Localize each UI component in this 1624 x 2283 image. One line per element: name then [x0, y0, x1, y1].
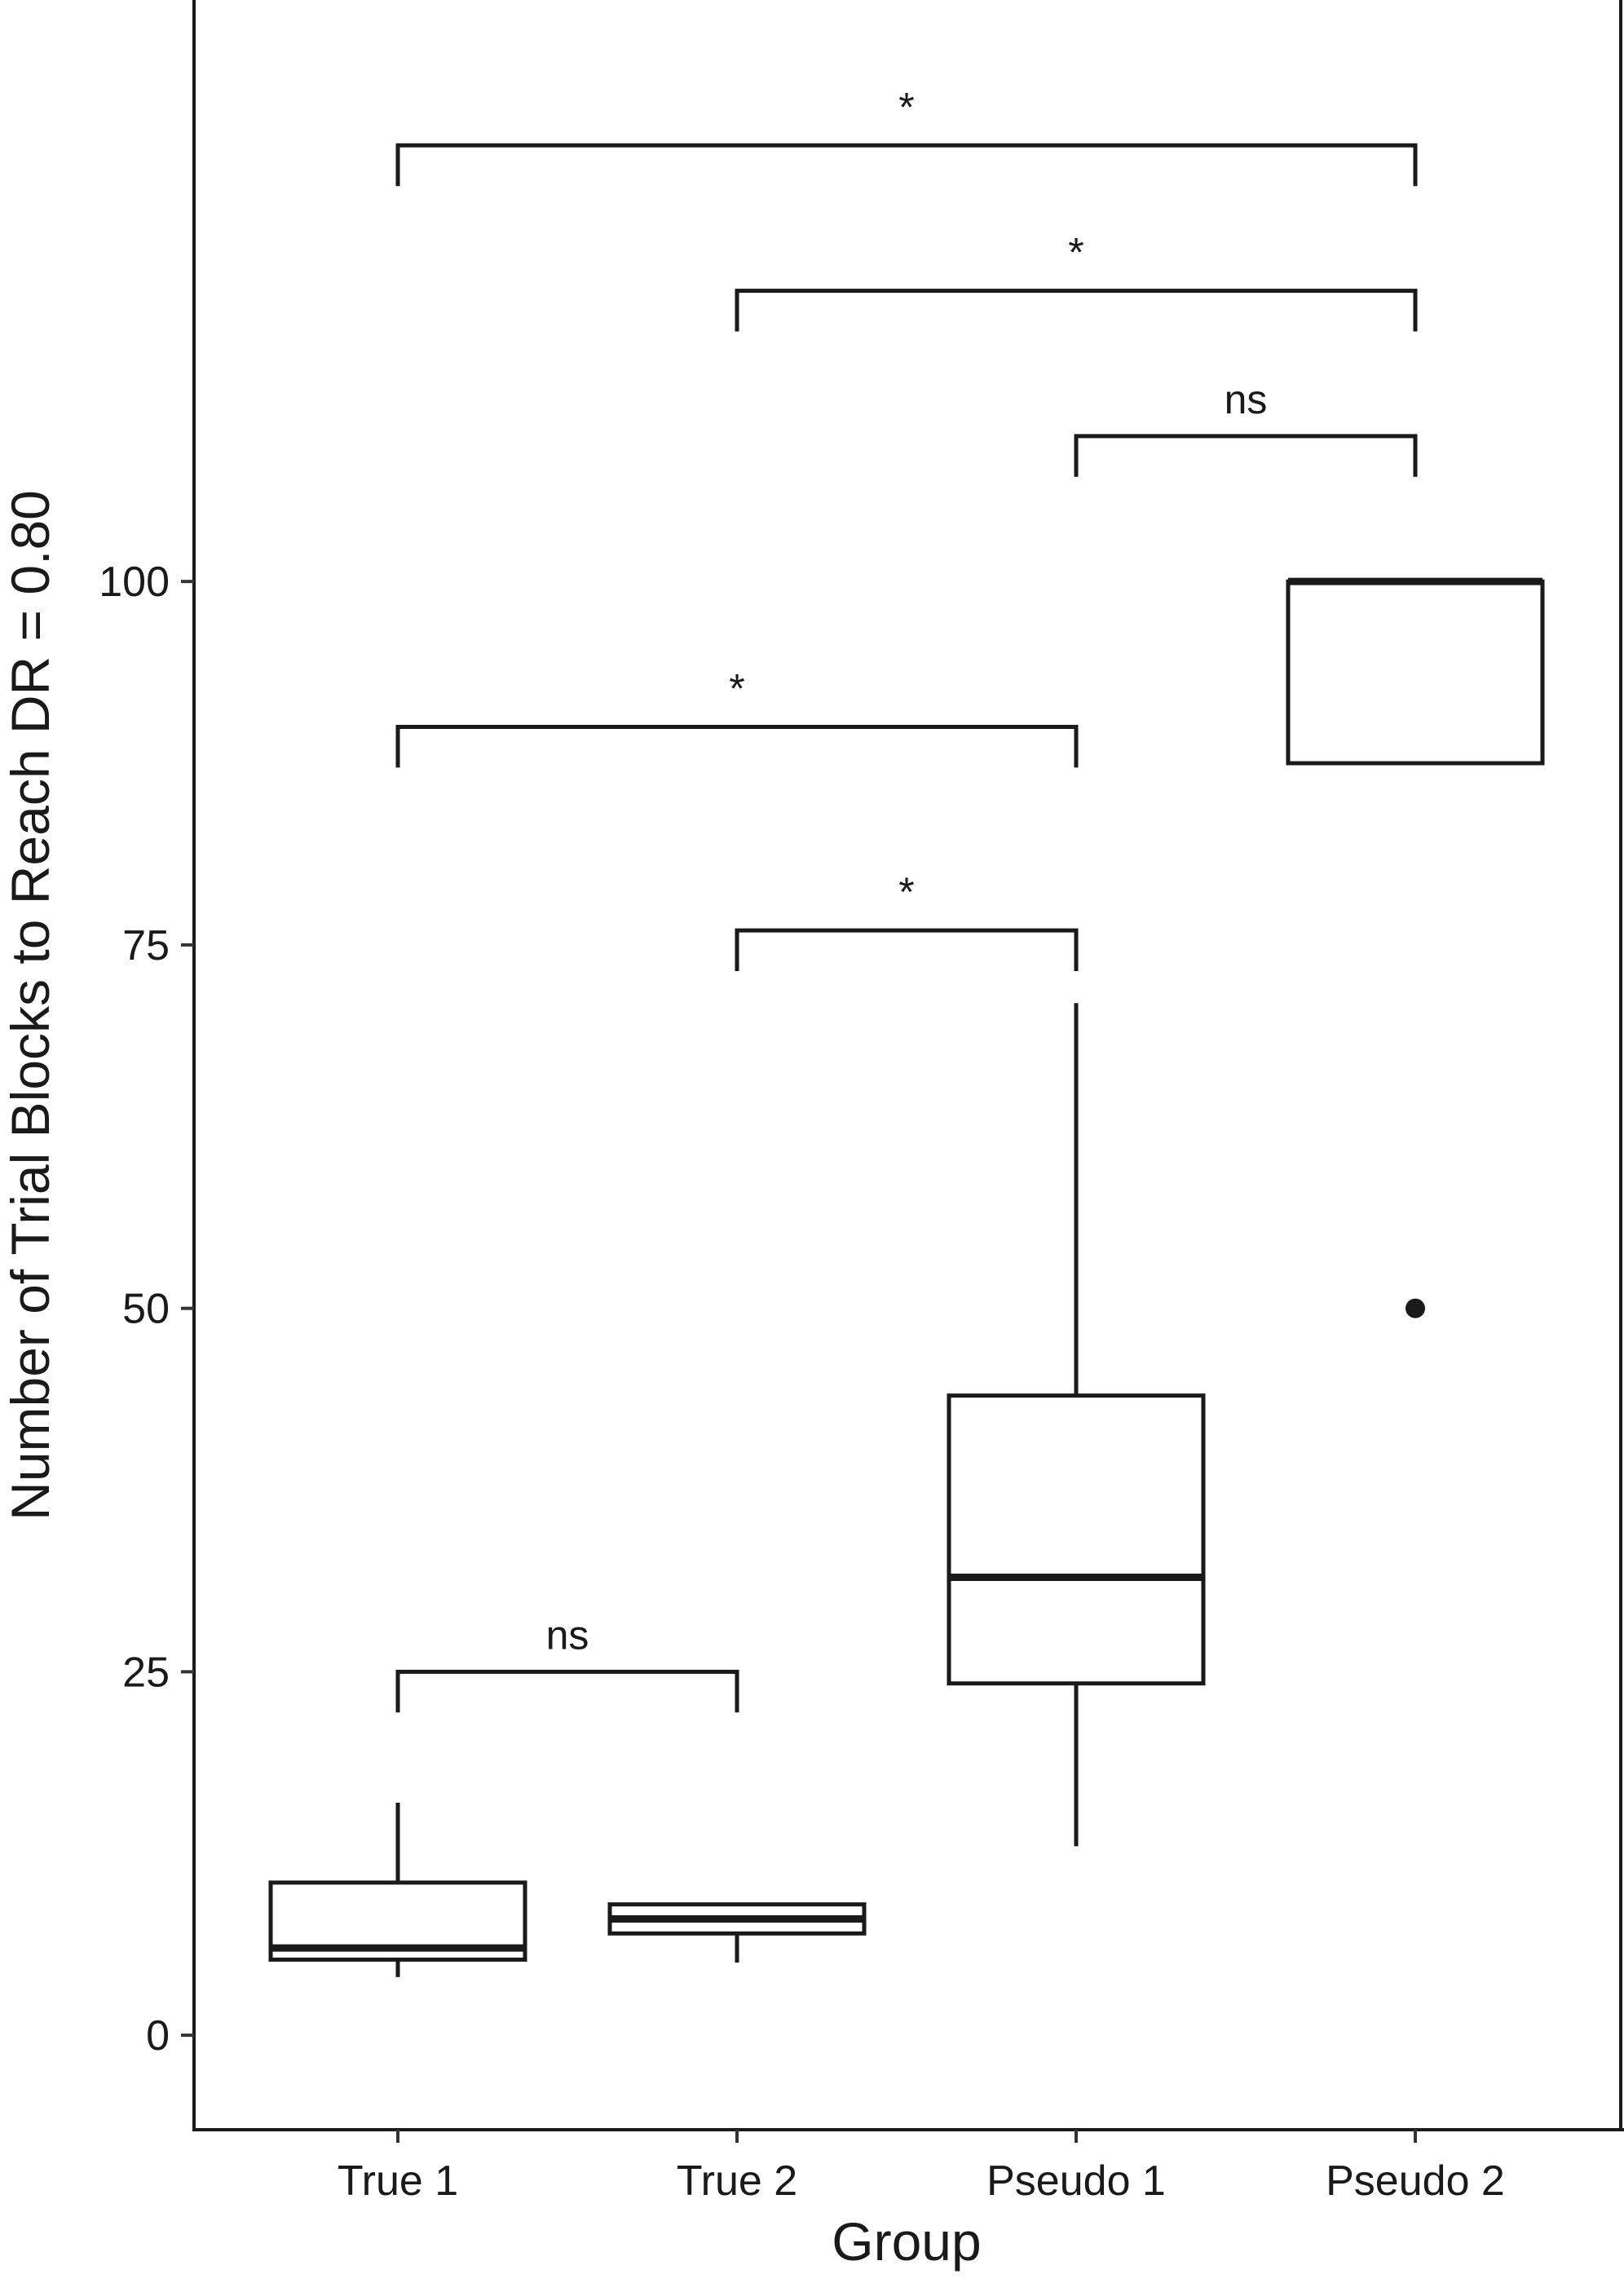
outlier-point [1406, 1298, 1425, 1318]
boxes [268, 577, 1545, 1977]
box-pseudo-2 [1286, 577, 1545, 1318]
significance-label: * [898, 869, 914, 915]
significance-label: * [729, 665, 744, 711]
x-tick-label: Pseudo 1 [986, 2157, 1166, 2205]
x-tick-label: True 1 [338, 2157, 458, 2205]
comparison-bracket: ns [1074, 377, 1418, 477]
bracket-line [395, 1669, 739, 1713]
x-axis: True 1 True 2 Pseudo 1 Pseudo 2 [338, 2130, 1505, 2205]
significance-label: * [898, 84, 914, 130]
significance-label: ns [1225, 377, 1268, 422]
y-tick-label: 50 [122, 1286, 170, 1333]
significance-brackets: ns * * ns * * [395, 84, 1418, 1713]
y-tick-label: 0 [146, 2012, 170, 2060]
y-axis-title: Number of Trial Blocks to Reach DR = 0.8… [0, 490, 60, 1521]
y-tick-label: 100 [99, 559, 170, 606]
box-pseudo-1 [947, 1003, 1206, 1847]
box-true-1 [268, 1802, 527, 1977]
y-tick-label: 25 [122, 1649, 170, 1696]
comparison-bracket: * [395, 665, 1079, 768]
plot-frame [192, 0, 1624, 2131]
y-axis: 0 25 50 75 100 [99, 559, 194, 2060]
significance-label: * [1068, 230, 1083, 276]
x-tick-label: Pseudo 2 [1326, 2157, 1505, 2205]
significance-label: ns [546, 1612, 589, 1658]
bracket-line [395, 143, 1418, 187]
box-iqr [1286, 579, 1545, 766]
box-true-2 [607, 1902, 867, 1963]
comparison-bracket: * [735, 230, 1418, 332]
comparison-bracket: * [735, 869, 1079, 971]
bracket-line [735, 289, 1418, 332]
bracket-line [735, 928, 1079, 971]
y-tick-label: 75 [122, 922, 170, 969]
bracket-line [1074, 434, 1418, 477]
bracket-line [395, 724, 1079, 768]
comparison-bracket: * [395, 84, 1418, 187]
x-axis-title: Group [832, 2211, 981, 2272]
box-iqr [947, 1393, 1206, 1686]
comparison-bracket: ns [395, 1612, 739, 1713]
x-tick-label: True 2 [677, 2157, 797, 2205]
